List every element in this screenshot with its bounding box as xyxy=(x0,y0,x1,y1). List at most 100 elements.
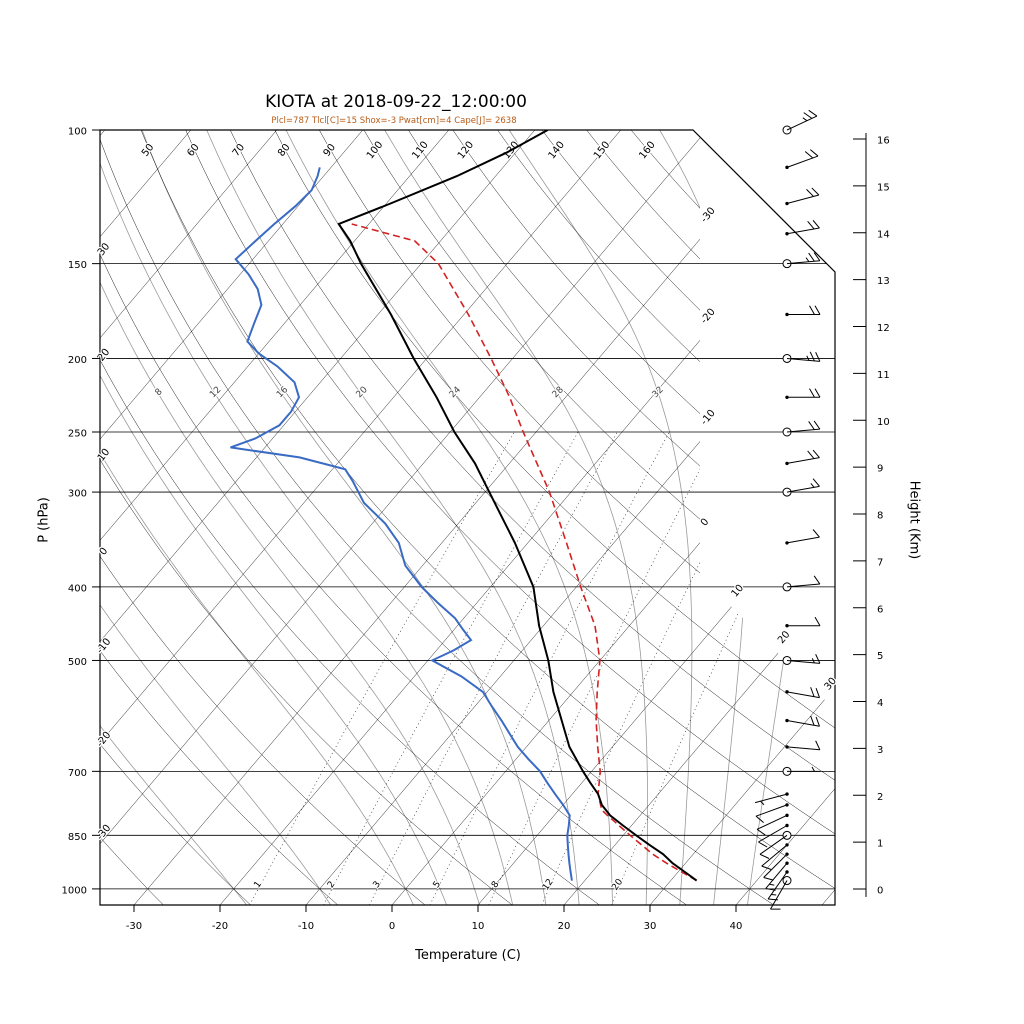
mixing-ratio-line xyxy=(323,431,579,905)
moist-adiabat-line xyxy=(384,130,648,905)
dry-adiabat-line xyxy=(100,130,251,905)
wind-barb xyxy=(785,388,821,399)
parcel-curve xyxy=(351,223,698,882)
wind-barb xyxy=(754,792,789,806)
svg-text:20: 20 xyxy=(96,347,113,364)
svg-text:120: 120 xyxy=(456,140,476,162)
pressure-axis-label: P (hPa) xyxy=(36,497,52,543)
dry-adiabat-line xyxy=(497,130,835,905)
wind-barb xyxy=(765,861,789,891)
height-tick-label: 5 xyxy=(877,651,883,662)
dry-adiabat-line xyxy=(363,130,835,905)
svg-text:100: 100 xyxy=(365,140,385,162)
dry-adiabat-line xyxy=(408,130,835,905)
wind-barb xyxy=(770,876,792,910)
height-tick-label: 8 xyxy=(877,511,883,522)
dry-adiabat-line xyxy=(100,130,774,905)
sounding-curves xyxy=(230,130,698,882)
svg-text:70: 70 xyxy=(231,142,248,159)
temperature-tick-label: -10 xyxy=(298,921,314,932)
dry-adiabat-line xyxy=(100,130,426,905)
svg-text:30: 30 xyxy=(822,676,839,693)
wind-barb xyxy=(785,220,820,236)
isotherm-line xyxy=(477,130,835,905)
wind-barb xyxy=(785,449,820,466)
pressure-tick-label: 400 xyxy=(68,583,87,594)
wind-barb xyxy=(782,766,820,776)
wind-barb xyxy=(782,478,820,497)
height-tick-label: 12 xyxy=(877,323,890,334)
pressure-tick-label: 200 xyxy=(68,355,87,366)
moist-adiabat-line xyxy=(659,130,749,905)
height-tick-label: 16 xyxy=(877,136,890,147)
moist-adiabat-line xyxy=(747,130,823,905)
plot-frame xyxy=(99,129,836,906)
wind-barb xyxy=(763,852,789,881)
svg-text:90: 90 xyxy=(322,142,339,159)
moist-adiabat-line xyxy=(100,130,248,905)
isotherm-line xyxy=(391,130,835,905)
height-tick-label: 15 xyxy=(877,182,890,193)
isotherm-line xyxy=(100,130,191,905)
dry-adiabat-line xyxy=(100,130,513,905)
moist-adiabat-line xyxy=(100,130,447,905)
temperature-tick-label: 40 xyxy=(730,921,743,932)
height-tick-label: 2 xyxy=(877,792,883,803)
svg-text:60: 60 xyxy=(185,142,202,159)
temperature-tick-label: -30 xyxy=(126,921,142,932)
dry-adiabat-line xyxy=(274,130,835,905)
wind-barb xyxy=(759,830,792,859)
wind-barbs xyxy=(754,109,821,910)
isotherm-line xyxy=(100,130,363,905)
isotherm-line xyxy=(100,130,277,905)
svg-text:32: 32 xyxy=(651,385,666,400)
pressure-gridlines xyxy=(100,129,835,890)
height-tick-label: 10 xyxy=(877,417,890,428)
wind-barb xyxy=(761,843,789,870)
chart-params-line: Plcl=787 Tlcl[C]=15 Shox=-3 Pwat[cm]=4 C… xyxy=(271,116,517,126)
height-tick-label: 4 xyxy=(877,698,883,709)
svg-text:80: 80 xyxy=(276,142,293,159)
isotherm-line xyxy=(649,130,835,905)
dry-adiabat-line xyxy=(229,130,835,905)
svg-text:-20: -20 xyxy=(699,307,718,327)
wind-barb xyxy=(785,149,819,170)
isotherm-line xyxy=(0,130,19,905)
dry-adiabat-line xyxy=(541,130,835,905)
wind-barb xyxy=(782,654,821,665)
isotherm-line xyxy=(305,130,835,905)
moist-adiabat-line xyxy=(206,130,580,905)
dry-adiabat-line xyxy=(100,130,338,905)
height-tick-label: 7 xyxy=(877,557,883,568)
pressure-tick-label: 850 xyxy=(68,832,87,843)
height-tick-label: 6 xyxy=(877,604,883,615)
isotherm-line xyxy=(563,130,835,905)
svg-text:20: 20 xyxy=(355,385,370,400)
wind-barb xyxy=(782,109,818,135)
svg-text:-10: -10 xyxy=(699,408,718,428)
isotherm-line xyxy=(100,130,535,905)
dry-adiabat-line xyxy=(140,130,835,905)
skewt-grid xyxy=(0,130,835,905)
moist-adiabat-line xyxy=(100,130,331,905)
svg-text:140: 140 xyxy=(547,140,567,162)
wind-barb xyxy=(785,305,821,317)
pressure-tick-label: 700 xyxy=(68,768,87,779)
chart-title: KIOTA at 2018-09-22_12:00:00 xyxy=(265,92,527,112)
isotherm-line xyxy=(133,130,793,905)
wind-barb xyxy=(767,870,789,901)
moist-adiabat-line xyxy=(285,130,613,905)
moist-adiabat-line xyxy=(100,130,480,905)
dry-adiabat-line xyxy=(100,130,687,905)
wind-barb xyxy=(785,187,820,206)
moist-adiabat-line xyxy=(100,130,414,905)
svg-text:30: 30 xyxy=(96,241,113,258)
wind-barb xyxy=(782,351,821,363)
isotherm-line xyxy=(100,130,449,905)
height-tick-label: 11 xyxy=(877,370,890,381)
wind-barb xyxy=(782,252,821,269)
height-tick-label: 1 xyxy=(877,839,883,850)
mixing-ratio-line xyxy=(488,431,720,905)
height-tick-label: 3 xyxy=(877,745,883,756)
